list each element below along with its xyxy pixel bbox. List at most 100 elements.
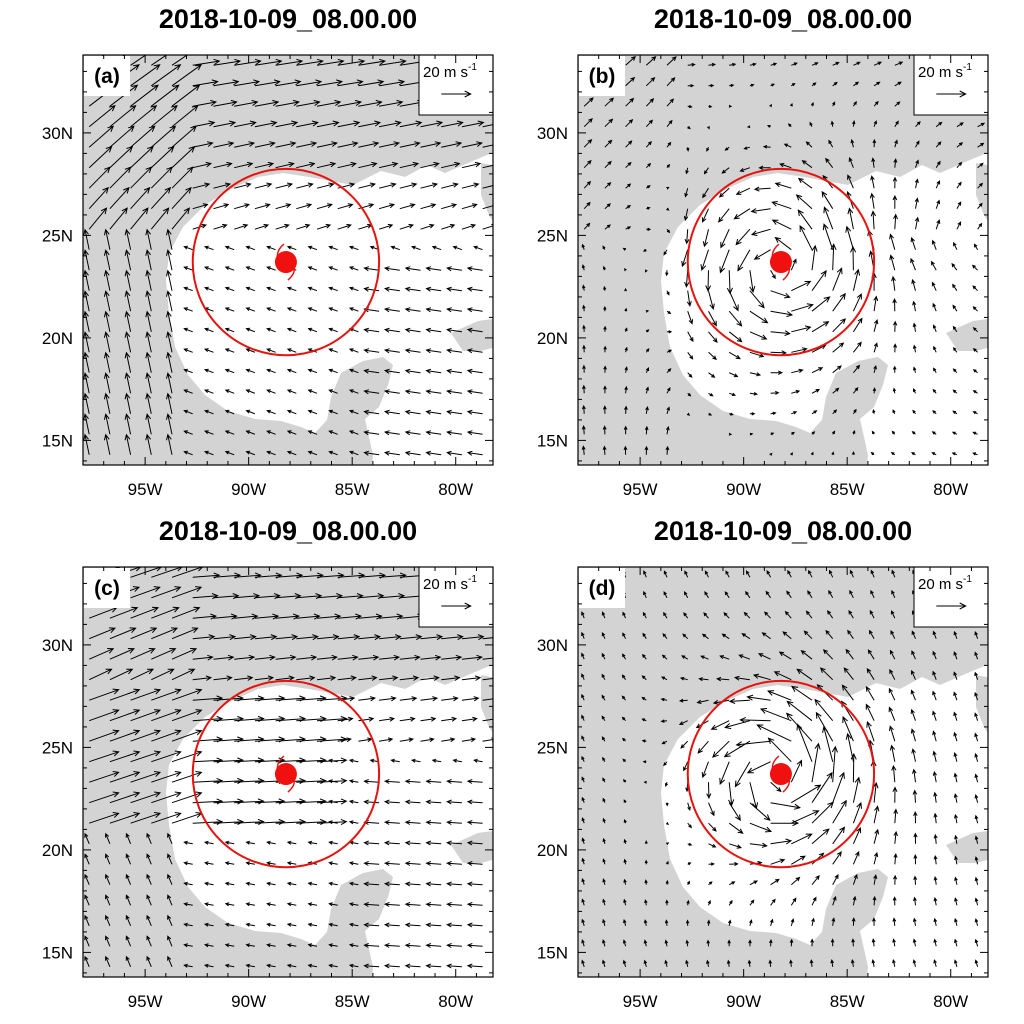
wind-arrow bbox=[727, 939, 731, 947]
wind-arrow bbox=[933, 875, 938, 885]
wind-arrow bbox=[183, 409, 193, 415]
wind-arrow bbox=[482, 637, 493, 640]
wind-arrow bbox=[328, 758, 338, 763]
wind-arrow bbox=[234, 777, 265, 785]
wind-arrow bbox=[791, 411, 798, 415]
wind-arrow bbox=[254, 182, 273, 189]
wind-arrow bbox=[832, 81, 838, 87]
wind-arrow bbox=[328, 266, 338, 271]
wind-arrow bbox=[951, 452, 958, 456]
wind-arrow bbox=[642, 632, 647, 639]
wind-arrow bbox=[791, 855, 806, 865]
wind-arrow bbox=[466, 409, 483, 415]
wind-arrow bbox=[404, 861, 421, 866]
x-tick-label: 95W bbox=[128, 480, 163, 499]
wind-arrow bbox=[441, 675, 461, 681]
wind-arrow bbox=[687, 104, 693, 109]
wind-arrow bbox=[845, 648, 854, 660]
wind-arrow bbox=[337, 161, 357, 169]
wind-arrow bbox=[307, 922, 318, 927]
wind-arrow bbox=[286, 430, 297, 435]
wind-arrow bbox=[192, 161, 213, 169]
wind-arrow bbox=[581, 796, 585, 803]
wind-arrow bbox=[686, 880, 690, 885]
wind-arrow bbox=[601, 652, 606, 660]
wind-arrow bbox=[383, 840, 400, 846]
panel-label: (c) bbox=[84, 568, 130, 608]
wind-arrow bbox=[871, 938, 876, 947]
wind-arrow bbox=[425, 881, 442, 887]
wind-arrow bbox=[234, 634, 257, 641]
wind-arrow bbox=[603, 285, 607, 291]
wind-arrow bbox=[735, 740, 771, 748]
wind-arrow bbox=[622, 611, 627, 619]
wind-arrow bbox=[892, 176, 898, 189]
wind-arrow bbox=[192, 99, 218, 107]
wind-vectors bbox=[581, 55, 988, 456]
wind-arrow bbox=[275, 120, 299, 128]
wind-arrow bbox=[831, 451, 835, 455]
wind-arrow bbox=[746, 125, 751, 129]
wind-arrow bbox=[337, 79, 364, 87]
wind-arrow bbox=[441, 120, 464, 128]
wind-arrow bbox=[125, 894, 132, 906]
wind-arrow bbox=[446, 389, 462, 395]
wind-arrow bbox=[663, 249, 668, 256]
wind-arrow bbox=[843, 667, 854, 681]
wind-arrow bbox=[662, 632, 668, 640]
wind-arrow bbox=[664, 939, 669, 947]
wind-arrow bbox=[972, 348, 978, 353]
wind-arrow bbox=[466, 266, 483, 272]
wind-arrow bbox=[166, 413, 173, 435]
wind-arrow bbox=[645, 162, 652, 169]
wind-arrow bbox=[296, 613, 321, 620]
wind-arrow bbox=[953, 772, 958, 783]
wind-arrow bbox=[642, 611, 647, 619]
wind-arrow bbox=[954, 855, 958, 865]
wind-arrow bbox=[166, 351, 173, 373]
wind-arrow bbox=[358, 99, 383, 107]
wind-arrow bbox=[956, 181, 962, 189]
wind-arrow bbox=[363, 409, 380, 415]
wind-arrow bbox=[328, 286, 338, 292]
wind-arrow bbox=[130, 567, 162, 578]
wind-arrow bbox=[446, 881, 462, 887]
wind-arrow bbox=[358, 716, 375, 722]
wind-arrow bbox=[166, 228, 173, 250]
wind-arrow bbox=[774, 236, 792, 251]
wind-arrow bbox=[296, 675, 316, 681]
wind-arrow bbox=[790, 258, 797, 271]
wind-arrow bbox=[383, 902, 400, 907]
wind-arrow bbox=[622, 778, 627, 783]
wind-arrow bbox=[621, 695, 626, 701]
wind-arrow bbox=[913, 810, 918, 824]
wind-arrow bbox=[716, 676, 730, 682]
wind-arrow bbox=[770, 310, 794, 318]
wind-arrow bbox=[213, 182, 232, 189]
wind-arrow bbox=[865, 686, 875, 701]
wind-arrow bbox=[404, 327, 421, 333]
wind-arrow bbox=[125, 914, 132, 926]
wind-arrow bbox=[700, 249, 709, 271]
wind-arrow bbox=[933, 791, 938, 803]
wind-arrow bbox=[581, 837, 585, 844]
wind-arrow bbox=[972, 431, 978, 435]
wind-arrow bbox=[204, 881, 214, 886]
wind-arrow bbox=[254, 634, 278, 641]
wind-arrow bbox=[646, 206, 651, 210]
wind-arrow bbox=[708, 372, 716, 378]
wind-arrow bbox=[646, 185, 651, 189]
wind-arrow bbox=[974, 959, 979, 967]
wind-arrow bbox=[473, 758, 483, 763]
map-frame bbox=[82, 566, 494, 978]
wind-arrow bbox=[848, 609, 854, 619]
wind-arrow bbox=[145, 290, 152, 312]
wind-arrow bbox=[204, 943, 214, 948]
wind-arrow bbox=[130, 84, 159, 107]
wind-arrow bbox=[254, 79, 281, 87]
wind-arrow bbox=[404, 307, 421, 313]
wind-arrow bbox=[399, 141, 421, 148]
wind-arrow bbox=[641, 696, 647, 701]
wind-arrow bbox=[811, 388, 820, 394]
wind-arrow bbox=[935, 121, 943, 128]
